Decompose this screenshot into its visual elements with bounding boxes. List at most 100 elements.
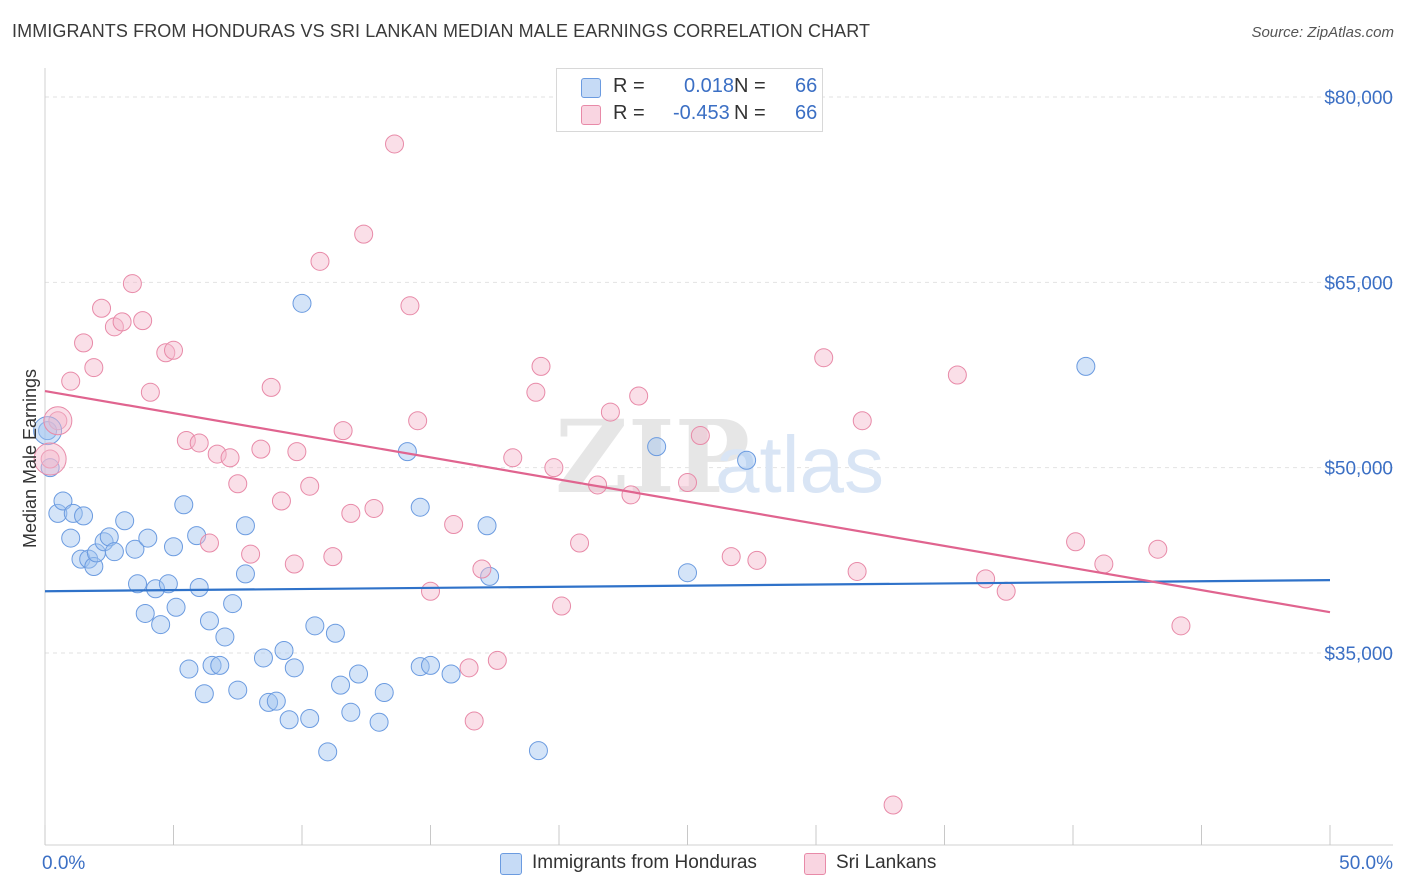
r-label: R = bbox=[613, 102, 645, 124]
data-point-honduras bbox=[318, 742, 338, 762]
data-point-srilanka bbox=[284, 554, 304, 574]
data-point-honduras bbox=[235, 516, 255, 536]
y-tick-label: $80,000 bbox=[1324, 88, 1393, 109]
data-point-srilanka bbox=[140, 382, 160, 402]
data-point-srilanka bbox=[526, 382, 546, 402]
data-point-honduras bbox=[61, 528, 81, 548]
y-tick-label: $65,000 bbox=[1324, 273, 1393, 294]
n-value-srilanka: 66 bbox=[795, 102, 818, 124]
data-point-honduras bbox=[441, 664, 461, 684]
data-point-srilanka bbox=[40, 449, 60, 469]
data-point-srilanka bbox=[600, 402, 620, 422]
data-point-honduras bbox=[174, 495, 194, 515]
data-point-srilanka bbox=[1148, 539, 1168, 559]
data-point-honduras bbox=[138, 528, 158, 548]
data-point-honduras bbox=[1076, 356, 1096, 376]
data-point-honduras bbox=[678, 563, 697, 583]
watermark-atlas: atlas bbox=[715, 420, 884, 509]
data-point-honduras bbox=[166, 597, 186, 617]
data-point-srilanka bbox=[678, 472, 697, 492]
data-point-srilanka bbox=[133, 311, 153, 331]
data-point-srilanka bbox=[400, 296, 420, 316]
data-point-srilanka bbox=[385, 134, 405, 154]
n-label: N = bbox=[734, 102, 766, 124]
data-point-honduras bbox=[179, 659, 199, 679]
stats-legend: R = 0.018 N = 66 R = -0.453 N = 66 bbox=[556, 68, 823, 132]
data-point-honduras bbox=[349, 664, 369, 684]
data-point-honduras bbox=[528, 741, 548, 761]
data-point-honduras bbox=[223, 594, 243, 614]
data-point-honduras bbox=[194, 684, 214, 704]
data-point-honduras bbox=[421, 655, 440, 675]
data-point-honduras bbox=[164, 537, 183, 557]
data-point-honduras bbox=[279, 710, 299, 730]
data-point-honduras bbox=[410, 497, 430, 517]
data-point-srilanka bbox=[122, 274, 142, 294]
data-point-honduras bbox=[158, 574, 178, 594]
data-point-honduras bbox=[151, 615, 171, 635]
data-point-honduras bbox=[284, 658, 304, 678]
data-point-honduras bbox=[341, 702, 361, 722]
data-point-srilanka bbox=[721, 547, 741, 567]
data-point-srilanka bbox=[207, 444, 227, 464]
data-point-srilanka bbox=[189, 433, 209, 453]
data-point-honduras bbox=[253, 648, 273, 668]
data-point-srilanka bbox=[621, 485, 641, 505]
data-point-srilanka bbox=[300, 476, 320, 496]
data-point-honduras bbox=[146, 579, 166, 599]
data-point-srilanka bbox=[228, 474, 248, 494]
data-point-honduras bbox=[737, 450, 757, 470]
legend-label-honduras: Immigrants from Honduras bbox=[532, 852, 757, 873]
data-point-srilanka bbox=[271, 491, 291, 511]
data-point-srilanka bbox=[852, 411, 872, 431]
data-point-honduras bbox=[128, 574, 148, 594]
data-point-srilanka bbox=[570, 533, 590, 553]
data-point-honduras bbox=[115, 511, 135, 531]
data-point-srilanka bbox=[444, 515, 464, 535]
data-point-honduras bbox=[104, 542, 124, 562]
data-point-srilanka bbox=[847, 561, 867, 581]
data-point-srilanka bbox=[354, 224, 374, 244]
data-point-srilanka bbox=[747, 550, 767, 570]
data-point-honduras bbox=[259, 692, 279, 712]
honduras-legend-swatch bbox=[500, 853, 522, 875]
data-point-honduras bbox=[199, 611, 219, 631]
data-point-srilanka bbox=[61, 371, 81, 391]
data-point-honduras bbox=[300, 708, 320, 728]
legend-label-srilanka: Sri Lankans bbox=[836, 852, 937, 873]
data-point-srilanka bbox=[629, 386, 649, 406]
data-point-honduras bbox=[210, 655, 230, 675]
data-point-honduras bbox=[235, 564, 255, 584]
data-point-srilanka bbox=[341, 503, 361, 523]
data-point-srilanka bbox=[459, 658, 479, 678]
data-point-srilanka bbox=[92, 298, 112, 318]
data-point-srilanka bbox=[323, 547, 343, 567]
data-point-honduras bbox=[305, 616, 325, 636]
data-point-srilanka bbox=[690, 426, 710, 446]
data-point-srilanka bbox=[164, 340, 183, 360]
data-point-srilanka bbox=[74, 333, 94, 353]
data-point-srilanka bbox=[487, 650, 507, 670]
data-point-srilanka bbox=[251, 439, 271, 459]
y-axis-label: Median Male Earnings bbox=[20, 369, 40, 548]
data-point-srilanka bbox=[112, 312, 132, 332]
srilanka-legend-swatch bbox=[804, 853, 826, 875]
data-point-srilanka bbox=[814, 348, 834, 368]
x-tick-label: 0.0% bbox=[42, 853, 85, 874]
data-point-srilanka bbox=[1066, 532, 1086, 552]
r-value-honduras: 0.018 bbox=[684, 75, 735, 97]
data-point-srilanka bbox=[1094, 554, 1114, 574]
source-label: Source: ZipAtlas.com bbox=[1251, 24, 1394, 41]
data-point-honduras bbox=[74, 506, 94, 526]
data-point-srilanka bbox=[421, 581, 440, 601]
data-point-srilanka bbox=[220, 448, 240, 468]
data-point-srilanka bbox=[503, 448, 523, 468]
data-point-honduras bbox=[374, 683, 394, 703]
honduras-swatch bbox=[581, 78, 601, 98]
data-point-honduras bbox=[331, 675, 351, 695]
data-point-srilanka bbox=[996, 581, 1016, 601]
data-point-srilanka bbox=[472, 559, 492, 579]
trend-line-honduras bbox=[44, 579, 1331, 593]
data-point-srilanka bbox=[1171, 616, 1191, 636]
